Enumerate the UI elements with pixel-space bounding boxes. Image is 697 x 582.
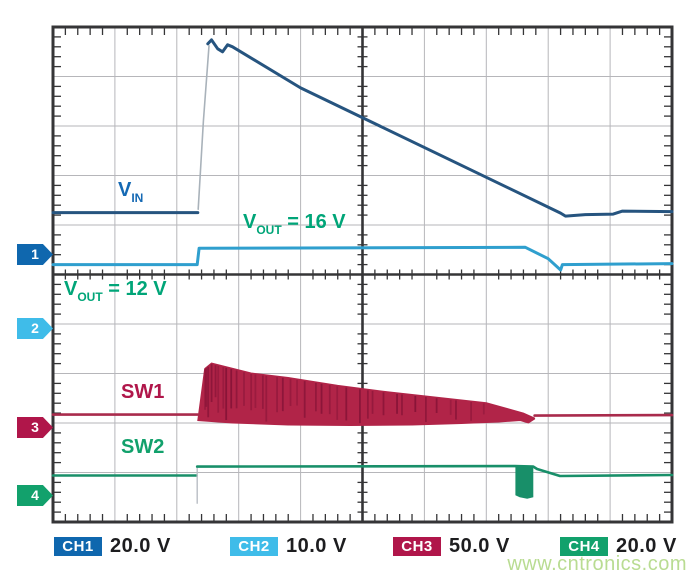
sw2-gate-pulse-block	[515, 466, 534, 499]
channel-4-marker-number: 4	[31, 487, 39, 503]
readout-ch2-badge: CH2	[230, 537, 278, 556]
watermark-text: www.cntronics.com	[507, 553, 687, 575]
readout-ch1: CH1 20.0 V	[54, 535, 171, 558]
trace-segment-ch2	[51, 245, 674, 272]
readout-ch1-value: 20.0 V	[110, 535, 171, 557]
label-vin-base: V	[118, 179, 132, 201]
label-vout-16v-sub: OUT	[256, 223, 282, 237]
label-sw2-base: SW2	[121, 436, 165, 458]
readout-ch3-badge: CH3	[393, 537, 441, 556]
sw1-switching-envelope	[197, 362, 536, 427]
channel-3-marker-number: 3	[31, 419, 39, 435]
label-vout-16v-rest: = 16 V	[281, 211, 346, 233]
channel-2-reference-marker: 2	[17, 318, 53, 339]
label-vin-sub: IN	[131, 191, 144, 205]
trace-ch2	[51, 245, 674, 272]
readout-ch3: CH3 50.0 V	[393, 535, 510, 558]
channel-3-reference-marker: 3	[17, 417, 53, 438]
label-vout-12v-base: V	[64, 278, 78, 300]
trace-ch3	[51, 362, 674, 427]
label-sw2: SW2	[121, 437, 164, 461]
label-vin: VIN	[118, 179, 144, 205]
label-vout-16v: VOUT = 16 V	[243, 211, 346, 237]
readout-ch3-value: 50.0 V	[449, 535, 510, 557]
channel-1-reference-marker: 1	[17, 244, 53, 265]
trace-ch4	[51, 464, 674, 504]
label-sw1-base: SW1	[121, 381, 165, 403]
label-vout-12v: VOUT = 12 V	[64, 278, 167, 304]
center-axes	[53, 27, 672, 522]
trace-ch1	[51, 38, 674, 218]
trace-segment-ch1	[206, 38, 674, 218]
trace-segment-ch4	[195, 464, 674, 478]
label-vout-16v-base: V	[243, 211, 257, 233]
channel-2-marker-number: 2	[31, 320, 39, 336]
label-sw1: SW1	[121, 382, 164, 406]
readout-ch2: CH2 10.0 V	[230, 535, 347, 558]
label-vout-12v-sub: OUT	[77, 290, 103, 304]
label-vout-12v-rest: = 12 V	[102, 278, 167, 300]
channel-4-reference-marker: 4	[17, 485, 53, 506]
channel-1-marker-number: 1	[31, 246, 39, 262]
readout-ch4-value: 20.0 V	[616, 535, 677, 557]
trace-segment-ch3	[533, 413, 674, 417]
readout-ch1-badge: CH1	[54, 537, 102, 556]
readout-ch4: CH4 20.0 V	[560, 535, 677, 558]
readout-ch2-value: 10.0 V	[286, 535, 347, 557]
trace-segment-ch1	[197, 44, 210, 210]
readout-ch4-badge: CH4	[560, 537, 608, 556]
